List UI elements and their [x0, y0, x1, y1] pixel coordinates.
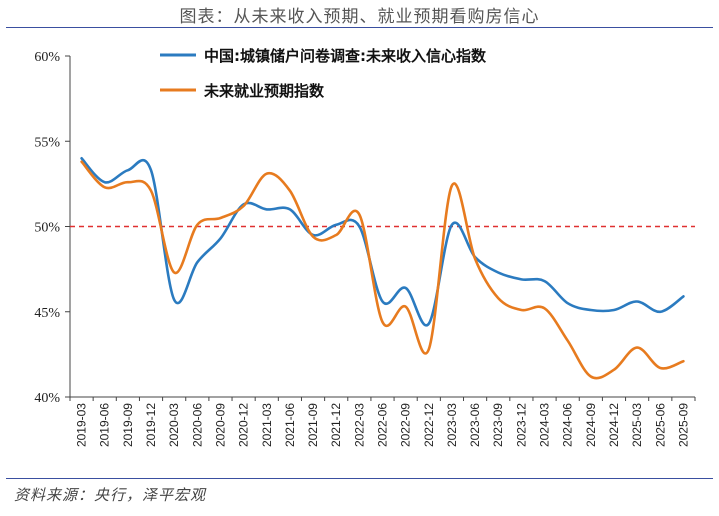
y-tick-label: 55% [34, 135, 60, 150]
chart-title: 图表：从未来收入预期、就业预期看购房信心 [179, 7, 540, 27]
x-tick-label: 2021-09 [306, 403, 320, 447]
footer-divider [6, 478, 713, 479]
x-tick-label: 2020-12 [237, 403, 251, 447]
x-tick-label: 2021-12 [329, 403, 343, 447]
x-tick-label: 2022-06 [376, 403, 390, 447]
y-tick-label: 50% [34, 221, 60, 236]
x-axis-ticks: 2019-03 2019-06 2019-09 2019-12 2020-03 2020-… [69, 397, 696, 447]
series-lines [80, 157, 685, 380]
line-chart: 40%45%50%55%60% 2019-03 2019-06 2019-09 201… [34, 47, 696, 447]
x-tick-label: 2019-06 [98, 403, 112, 447]
x-tick-label: 2020-03 [167, 403, 181, 447]
y-tick-label: 40% [34, 391, 60, 406]
x-tick-label: 2024-09 [584, 403, 598, 447]
y-tick-label: 60% [34, 50, 60, 65]
series-line-2 [80, 160, 685, 380]
x-tick-label: 2025-03 [630, 403, 644, 447]
x-tick-label: 2022-09 [399, 403, 413, 447]
x-tick-label: 2022-12 [422, 403, 436, 447]
x-tick-label: 2020-06 [190, 403, 204, 447]
series-line-1 [80, 157, 685, 327]
x-tick-label: 2021-06 [283, 403, 297, 447]
legend-label-2: 未来就业预期指数 [203, 82, 325, 100]
x-tick-label: 2023-09 [491, 403, 505, 447]
x-tick-label: 2024-06 [561, 403, 575, 447]
x-tick-label: 2024-12 [607, 403, 621, 447]
legend-label-1: 中国:城镇储户问卷调查:未来收入信心指数 [204, 47, 487, 65]
x-tick-label: 2024-03 [538, 403, 552, 447]
x-tick-label: 2023-06 [468, 403, 482, 447]
x-tick-label: 2019-12 [144, 403, 158, 447]
x-tick-label: 2020-09 [213, 403, 227, 447]
x-tick-label: 2019-09 [121, 403, 135, 447]
x-tick-label: 2023-03 [445, 403, 459, 447]
y-tick-label: 45% [34, 306, 60, 321]
x-tick-label: 2025-09 [676, 403, 690, 447]
source-note: 资料来源：央行，泽平宏观 [14, 486, 207, 504]
x-tick-label: 2023-12 [514, 403, 528, 447]
x-tick-label: 2025-06 [653, 403, 667, 447]
x-tick-label: 2021-03 [260, 403, 274, 447]
y-axis-ticks: 40% 45% 50% 55% 60% [34, 50, 70, 406]
title-divider [6, 27, 713, 28]
x-tick-label: 2019-03 [75, 403, 89, 447]
x-tick-label: 2022-03 [352, 403, 366, 447]
